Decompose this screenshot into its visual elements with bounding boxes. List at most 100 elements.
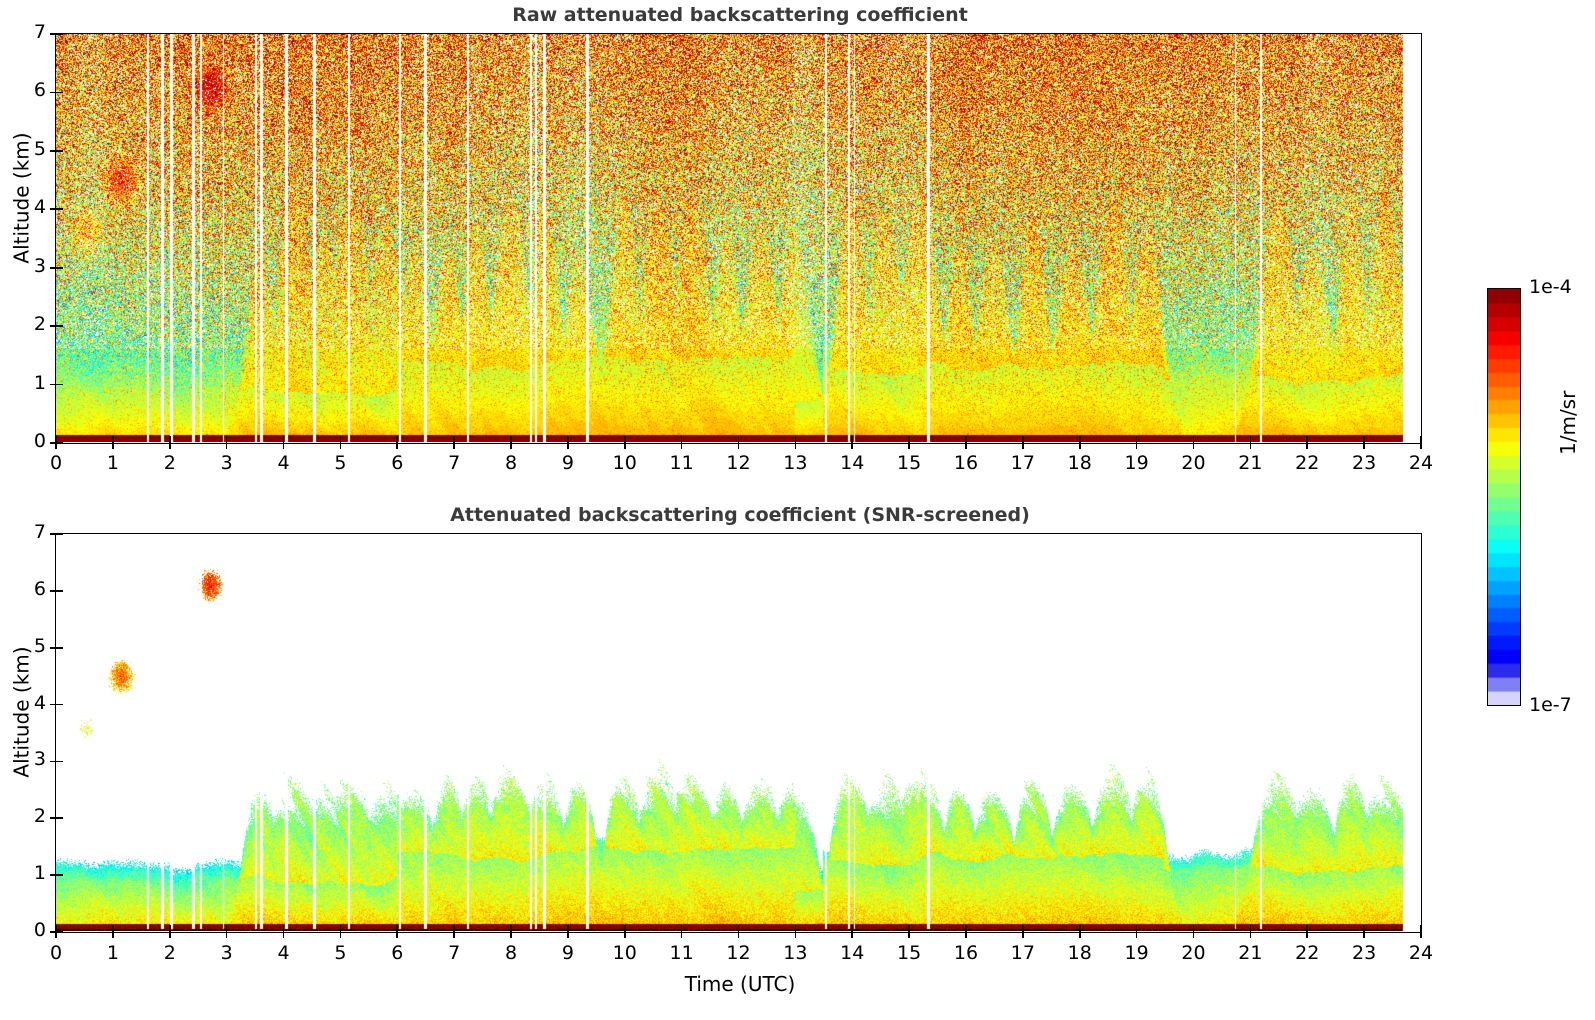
colorbar-axis-label: 1/m/sr: [1556, 390, 1580, 455]
y-tick-outer: [50, 208, 56, 211]
x-tick-outer: [1022, 443, 1024, 449]
x-tick: [168, 925, 171, 932]
x-tick-outer: [396, 932, 399, 938]
x-tick-label: 11: [669, 942, 694, 964]
x-tick: [1363, 436, 1365, 443]
x-tick-outer: [680, 932, 683, 938]
x-tick: [1192, 925, 1195, 932]
x-tick: [567, 436, 569, 443]
heatmap-screened: [56, 534, 1420, 931]
y-tick-outer: [50, 150, 56, 152]
x-tick: [1420, 436, 1422, 443]
x-tick-outer: [794, 932, 797, 938]
x-tick-outer: [623, 932, 626, 938]
x-tick-label: 12: [726, 452, 751, 474]
x-tick-label: 13: [783, 942, 808, 964]
y-tick-label: 1: [33, 862, 46, 885]
y-tick: [56, 533, 63, 535]
x-tick-outer: [453, 932, 455, 938]
x-tick-outer: [339, 932, 342, 938]
x-tick-label: 13: [783, 452, 808, 474]
y-tick-label: 0: [33, 919, 46, 941]
x-tick: [1022, 436, 1024, 443]
x-tick-label: 24: [1408, 452, 1434, 474]
y-tick-outer: [50, 33, 56, 35]
x-tick: [112, 925, 114, 932]
x-tick: [567, 925, 569, 932]
y-tick: [56, 266, 63, 269]
y-tick-label: 4: [33, 196, 46, 219]
x-tick-label: 22: [1295, 942, 1320, 964]
x-tick-outer: [396, 443, 399, 449]
x-tick: [1135, 436, 1138, 443]
x-tick: [55, 436, 57, 443]
x-tick-outer: [168, 443, 171, 449]
colorbar: 1e-4 1e-7: [1487, 276, 1572, 716]
x-tick-outer: [908, 443, 910, 449]
colorbar-min-label: 1e-7: [1529, 694, 1572, 716]
y-tick-label: 6: [33, 79, 46, 102]
x-tick: [1420, 925, 1422, 932]
x-tick-label: 3: [220, 942, 233, 964]
y-tick: [56, 646, 63, 649]
x-tick-outer: [1135, 443, 1138, 449]
x-tick-outer: [1306, 932, 1309, 938]
x-tick: [851, 436, 854, 443]
y-tick-label: 2: [33, 805, 46, 828]
x-tick-outer: [1363, 443, 1365, 449]
x-tick: [1249, 436, 1252, 443]
x-tick-label: 14: [840, 942, 865, 964]
y-tick: [56, 442, 63, 444]
x-tick-label: 22: [1295, 452, 1320, 474]
x-tick: [965, 925, 967, 932]
x-tick: [1363, 925, 1365, 932]
y-tick-outer: [50, 646, 56, 649]
x-tick-outer: [908, 932, 910, 938]
x-tick-outer: [737, 932, 740, 938]
x-tick-outer: [1249, 932, 1252, 938]
y-tick-label: 5: [33, 634, 46, 657]
x-tick: [1306, 925, 1309, 932]
x-tick-outer: [1306, 443, 1309, 449]
x-tick-outer: [965, 932, 967, 938]
y-tick: [56, 703, 63, 706]
x-tick-label: 16: [953, 942, 979, 964]
x-axis-label: Time (UTC): [684, 972, 796, 996]
x-tick-outer: [168, 932, 171, 938]
x-tick-outer: [1192, 932, 1195, 938]
y-tick: [56, 150, 63, 152]
x-tick-label: 23: [1352, 452, 1377, 474]
x-tick-label: 14: [840, 452, 865, 474]
x-tick-outer: [1135, 932, 1138, 938]
x-tick: [1192, 436, 1195, 443]
y-axis-label-raw: Altitude (km): [9, 132, 34, 264]
y-tick: [56, 590, 63, 592]
x-tick-outer: [1420, 443, 1422, 449]
x-tick-label: 12: [726, 942, 751, 964]
panel-title-raw: Raw attenuated backscattering coefficien…: [512, 4, 968, 26]
heatmap-raw: [56, 34, 1420, 442]
y-tick-label: 7: [33, 21, 46, 43]
y-tick-outer: [50, 817, 56, 820]
x-tick-label: 0: [49, 942, 63, 964]
y-tick: [56, 91, 63, 94]
y-tick-outer: [50, 590, 56, 592]
x-tick-label: 1: [106, 942, 119, 964]
x-tick-label: 2: [163, 452, 176, 474]
x-tick-label: 3: [220, 452, 233, 474]
x-tick-label: 15: [897, 942, 922, 964]
x-tick-outer: [851, 932, 854, 938]
x-tick-outer: [282, 443, 285, 449]
y-tick-outer: [50, 325, 56, 327]
x-tick: [112, 436, 114, 443]
x-tick: [851, 925, 854, 932]
x-tick-outer: [453, 443, 455, 449]
x-tick-outer: [1192, 443, 1195, 449]
x-tick-outer: [225, 932, 228, 938]
y-tick-outer: [50, 533, 56, 535]
y-tick-label: 3: [33, 748, 46, 771]
x-tick: [168, 436, 171, 443]
x-tick-outer: [1249, 443, 1252, 449]
x-tick-label: 0: [49, 452, 63, 474]
